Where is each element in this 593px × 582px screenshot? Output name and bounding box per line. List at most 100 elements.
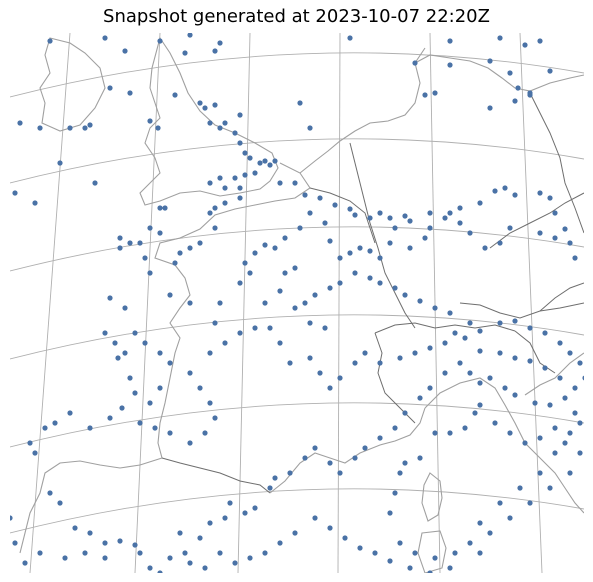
station-dot — [312, 445, 318, 451]
station-dot — [12, 190, 18, 196]
latitude-line — [10, 226, 584, 272]
station-dot — [112, 340, 118, 346]
station-dot — [42, 425, 48, 431]
map-canvas[interactable] — [10, 33, 584, 573]
station-dot — [147, 400, 153, 406]
station-dot — [497, 350, 503, 356]
station-dot — [292, 265, 298, 271]
station-dot — [207, 350, 213, 356]
station-dot — [117, 235, 123, 241]
station-dot — [487, 105, 493, 111]
station-dot — [167, 292, 173, 298]
station-dot — [457, 360, 463, 366]
station-dot — [22, 560, 28, 566]
station-dot — [277, 180, 283, 186]
coastline-north-sea — [299, 47, 426, 174]
station-dot — [387, 215, 393, 221]
coastline-italy — [424, 377, 584, 514]
station-dot — [367, 215, 373, 221]
station-dot — [577, 360, 583, 366]
station-dot — [242, 172, 248, 178]
station-dot — [337, 280, 343, 286]
station-dot — [122, 350, 128, 356]
coastline-great-britain — [139, 36, 279, 206]
station-dot — [302, 455, 308, 461]
station-dot — [527, 92, 533, 98]
station-dot — [17, 120, 23, 126]
station-dot — [247, 270, 253, 276]
station-dot — [432, 430, 438, 436]
station-dot — [407, 245, 413, 251]
station-dot — [547, 68, 553, 74]
station-dot — [377, 435, 383, 441]
station-dot — [352, 455, 358, 461]
station-dot — [392, 425, 398, 431]
station-dot — [119, 405, 125, 411]
border-germany-poland — [529, 92, 584, 234]
station-dot — [177, 250, 183, 256]
station-dot — [442, 215, 448, 221]
station-dot — [82, 125, 88, 131]
station-dot — [512, 98, 518, 104]
station-dot — [552, 235, 558, 241]
station-dot — [267, 162, 273, 168]
border-austria-east — [539, 282, 584, 312]
station-dot — [57, 160, 63, 166]
station-dot — [67, 125, 73, 131]
station-dot — [102, 555, 108, 561]
station-dot — [347, 206, 353, 212]
station-dot — [292, 305, 298, 311]
station-dot — [267, 325, 273, 331]
station-dot — [462, 425, 468, 431]
station-dot — [232, 175, 238, 181]
station-dot — [72, 525, 78, 531]
station-dot — [547, 402, 553, 408]
station-dot — [507, 70, 513, 76]
station-dot — [332, 202, 338, 208]
station-dot — [207, 520, 213, 526]
station-dot — [127, 240, 133, 246]
station-dot — [552, 210, 558, 216]
station-dot — [277, 340, 283, 346]
station-dot — [492, 420, 498, 426]
station-dot — [422, 92, 428, 98]
station-dot — [547, 485, 553, 491]
station-dot — [517, 485, 523, 491]
station-dot — [307, 355, 313, 361]
station-dot — [187, 370, 193, 376]
station-dot — [497, 500, 503, 506]
station-dot — [207, 400, 213, 406]
station-dot — [117, 245, 123, 251]
station-dot — [572, 385, 578, 391]
station-dot — [447, 310, 453, 316]
station-dot — [302, 192, 308, 198]
station-dot — [212, 225, 218, 231]
station-dot — [272, 245, 278, 251]
station-dot — [147, 565, 153, 571]
station-dot — [87, 122, 93, 128]
station-dot — [202, 105, 208, 111]
station-dot — [292, 180, 298, 186]
station-dot — [217, 300, 223, 306]
station-dot — [207, 180, 213, 186]
station-dot — [117, 538, 123, 544]
station-dot — [262, 300, 268, 306]
station-dot — [542, 330, 548, 336]
station-dot — [57, 500, 63, 506]
station-dot — [237, 280, 243, 286]
station-dot — [397, 470, 403, 476]
station-dot — [132, 330, 138, 336]
station-dot — [377, 280, 383, 286]
station-dot — [502, 385, 508, 391]
station-dot — [477, 550, 483, 556]
station-dot — [157, 38, 163, 44]
station-dot — [337, 470, 343, 476]
station-dot — [392, 285, 398, 291]
station-dot — [297, 225, 303, 231]
station-dot — [177, 530, 183, 536]
map-panel[interactable] — [10, 33, 584, 573]
station-dot — [422, 235, 428, 241]
station-dot — [82, 550, 88, 556]
station-dot — [32, 450, 38, 456]
station-dot — [537, 470, 543, 476]
